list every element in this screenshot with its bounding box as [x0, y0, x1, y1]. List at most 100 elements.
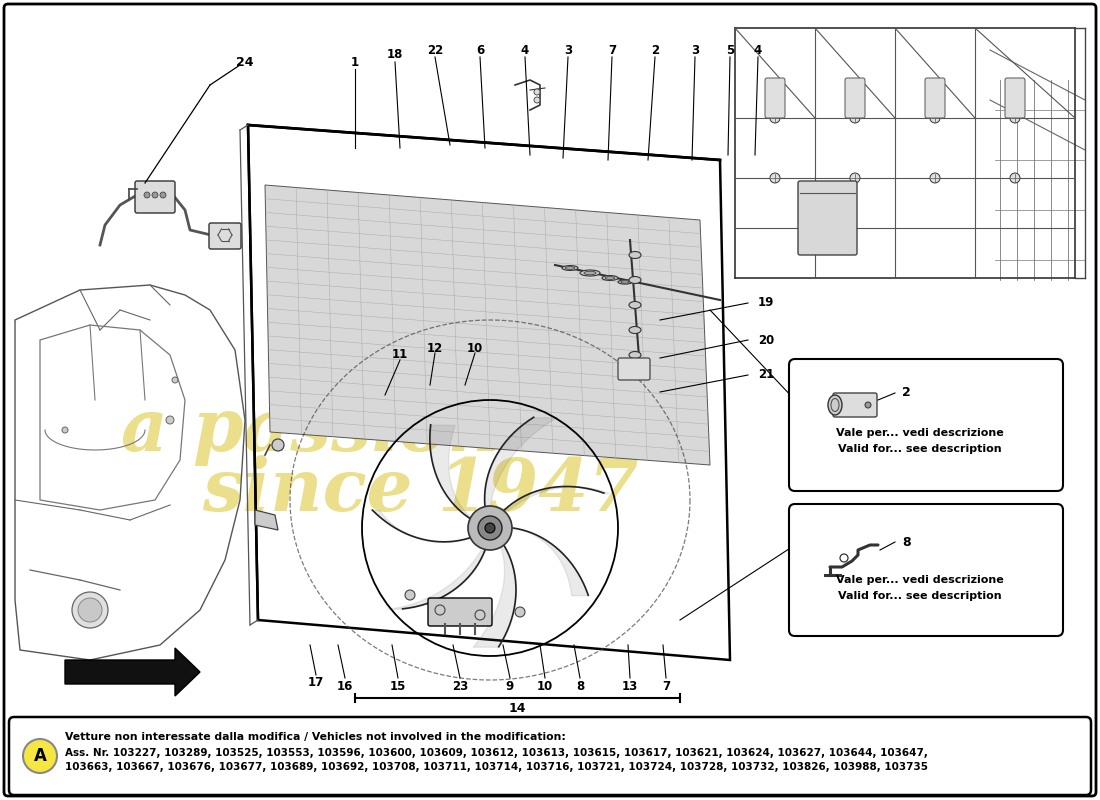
Circle shape: [405, 590, 415, 600]
Text: 14: 14: [508, 702, 526, 714]
FancyBboxPatch shape: [428, 598, 492, 626]
Text: Valid for... see description: Valid for... see description: [838, 444, 1002, 454]
Text: 1: 1: [351, 55, 359, 69]
Text: 11: 11: [392, 349, 408, 362]
Text: 3: 3: [691, 43, 700, 57]
Text: 22: 22: [427, 43, 443, 57]
Text: 8: 8: [902, 535, 911, 549]
Ellipse shape: [562, 266, 578, 270]
Ellipse shape: [629, 326, 641, 334]
FancyBboxPatch shape: [798, 181, 857, 255]
Circle shape: [515, 607, 525, 617]
Ellipse shape: [828, 395, 842, 415]
Text: Valid for... see description: Valid for... see description: [838, 591, 1002, 601]
Text: Vale per... vedi descrizione: Vale per... vedi descrizione: [836, 575, 1004, 585]
Text: 4: 4: [754, 43, 762, 57]
Text: 21: 21: [758, 369, 774, 382]
Circle shape: [865, 402, 871, 408]
Circle shape: [534, 97, 540, 103]
Text: Vetture non interessate dalla modifica / Vehicles not involved in the modificati: Vetture non interessate dalla modifica /…: [65, 732, 565, 742]
Text: 2: 2: [902, 386, 911, 399]
Text: 4: 4: [521, 43, 529, 57]
Ellipse shape: [602, 275, 618, 281]
Circle shape: [468, 506, 512, 550]
Circle shape: [166, 416, 174, 424]
Circle shape: [272, 439, 284, 451]
Circle shape: [534, 89, 540, 95]
Circle shape: [850, 173, 860, 183]
Ellipse shape: [629, 277, 641, 283]
Text: 17: 17: [308, 677, 324, 690]
Text: since 1947: since 1947: [201, 454, 638, 526]
Circle shape: [72, 592, 108, 628]
Circle shape: [1010, 173, 1020, 183]
FancyBboxPatch shape: [764, 78, 785, 118]
Text: 12: 12: [427, 342, 443, 354]
Text: 15: 15: [389, 679, 406, 693]
Circle shape: [930, 113, 940, 123]
Text: 8: 8: [576, 679, 584, 693]
Ellipse shape: [629, 302, 641, 309]
Text: 2: 2: [651, 43, 659, 57]
Circle shape: [160, 192, 166, 198]
Text: 6: 6: [476, 43, 484, 57]
Text: Vale per... vedi descrizione: Vale per... vedi descrizione: [836, 428, 1004, 438]
Circle shape: [23, 739, 57, 773]
Text: 5: 5: [726, 43, 734, 57]
FancyBboxPatch shape: [209, 223, 241, 249]
Circle shape: [78, 598, 102, 622]
Polygon shape: [65, 648, 200, 696]
FancyBboxPatch shape: [1005, 78, 1025, 118]
Text: Ass. Nr. 103227, 103289, 103525, 103553, 103596, 103600, 103609, 103612, 103613,: Ass. Nr. 103227, 103289, 103525, 103553,…: [65, 748, 928, 758]
FancyBboxPatch shape: [925, 78, 945, 118]
Text: 18: 18: [387, 49, 404, 62]
Circle shape: [172, 377, 178, 383]
Circle shape: [930, 173, 940, 183]
Text: 23: 23: [452, 679, 469, 693]
Circle shape: [478, 516, 502, 540]
Ellipse shape: [565, 266, 575, 270]
Text: 7: 7: [662, 679, 670, 693]
Circle shape: [485, 523, 495, 533]
Text: 13: 13: [621, 679, 638, 693]
Circle shape: [144, 192, 150, 198]
Ellipse shape: [629, 351, 641, 358]
FancyBboxPatch shape: [845, 78, 865, 118]
FancyBboxPatch shape: [9, 717, 1091, 795]
FancyBboxPatch shape: [789, 504, 1063, 636]
Circle shape: [1010, 113, 1020, 123]
Ellipse shape: [580, 270, 600, 276]
Text: 19: 19: [758, 297, 774, 310]
Circle shape: [840, 554, 848, 562]
Polygon shape: [255, 510, 278, 530]
FancyBboxPatch shape: [4, 4, 1096, 796]
Ellipse shape: [605, 277, 615, 279]
FancyBboxPatch shape: [789, 359, 1063, 491]
Text: 9: 9: [506, 679, 514, 693]
Circle shape: [475, 610, 485, 620]
FancyBboxPatch shape: [833, 393, 877, 417]
Text: 7: 7: [608, 43, 616, 57]
Polygon shape: [265, 185, 710, 465]
Text: a passion: a passion: [121, 394, 499, 466]
Ellipse shape: [629, 251, 641, 258]
Text: 24: 24: [236, 55, 254, 69]
FancyBboxPatch shape: [135, 181, 175, 213]
Text: 10: 10: [466, 342, 483, 354]
Circle shape: [434, 605, 446, 615]
Text: 10: 10: [537, 679, 553, 693]
Text: 16: 16: [337, 679, 353, 693]
Text: 20: 20: [758, 334, 774, 346]
Ellipse shape: [620, 281, 629, 283]
Ellipse shape: [584, 271, 596, 274]
Circle shape: [152, 192, 158, 198]
Text: 3: 3: [564, 43, 572, 57]
Text: A: A: [34, 747, 46, 765]
Circle shape: [770, 173, 780, 183]
Circle shape: [770, 113, 780, 123]
Ellipse shape: [618, 280, 632, 284]
Circle shape: [62, 427, 68, 433]
FancyBboxPatch shape: [618, 358, 650, 380]
Text: 103663, 103667, 103676, 103677, 103689, 103692, 103708, 103711, 103714, 103716, : 103663, 103667, 103676, 103677, 103689, …: [65, 762, 928, 772]
Circle shape: [850, 113, 860, 123]
